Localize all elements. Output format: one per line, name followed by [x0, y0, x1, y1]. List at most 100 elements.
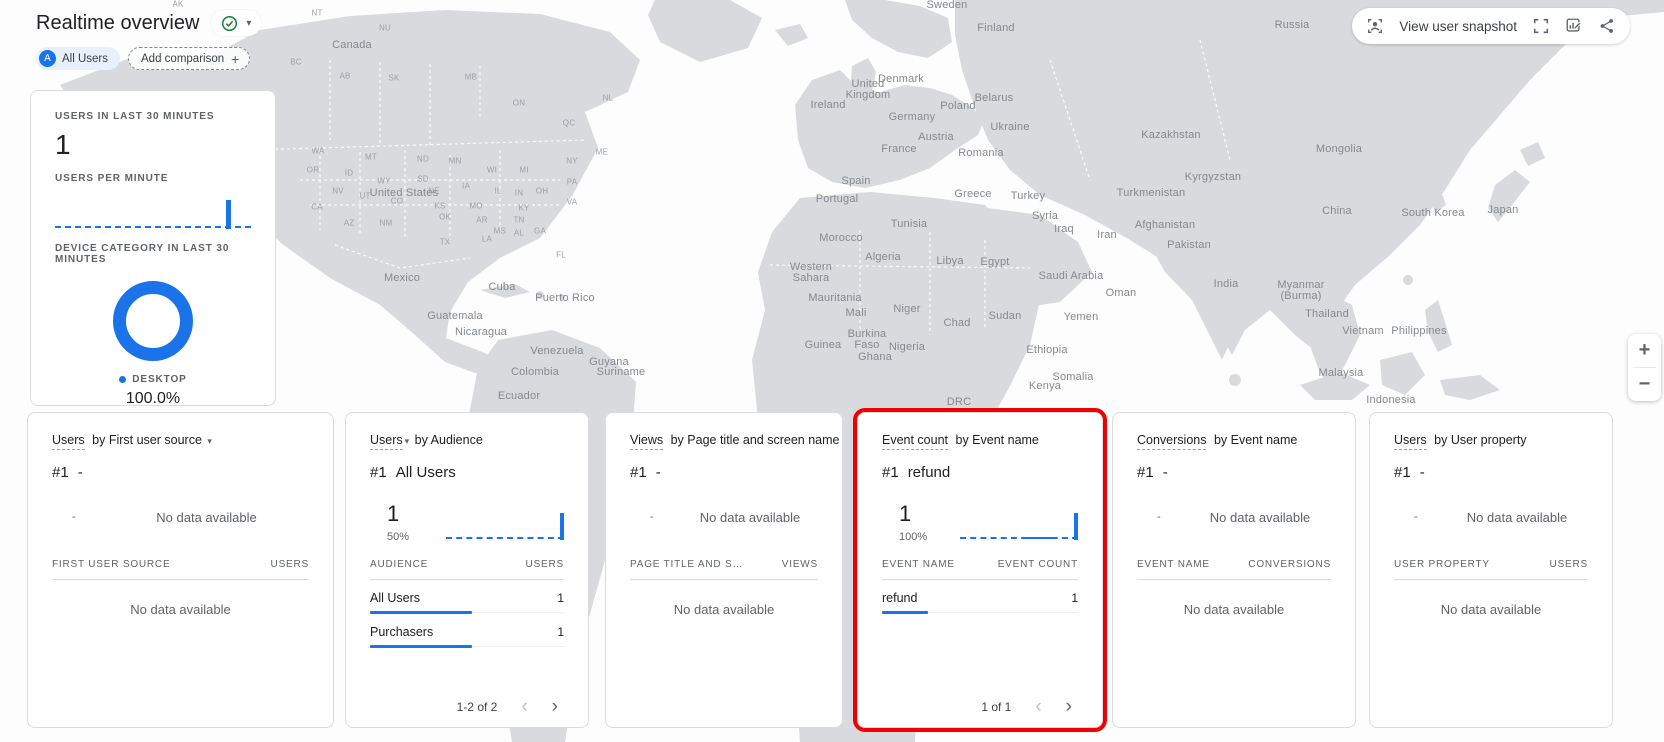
map-label: WY: [377, 176, 391, 186]
map-label: AL: [513, 228, 525, 238]
plus-icon: +: [231, 50, 240, 67]
metric-dropdown[interactable]: Users: [370, 433, 403, 450]
table-row: Purchasers 1: [370, 625, 564, 648]
map-zoom-out-button[interactable]: −: [1638, 373, 1651, 395]
rank-label: #1: [52, 464, 69, 481]
top-percent: 100%: [899, 531, 928, 543]
map-label: CA: [311, 202, 323, 212]
no-data-text: No data available: [1209, 509, 1311, 525]
table-no-data-text: No data available: [130, 602, 231, 617]
map-label: IL: [494, 186, 502, 196]
map-label: IA: [462, 181, 470, 191]
rank-label: #1: [630, 464, 647, 481]
column-metric: USERS: [1549, 559, 1588, 570]
map-label: SK: [388, 73, 400, 83]
device-donut-chart: [113, 281, 193, 361]
map-label: Saudi Arabia: [1038, 270, 1104, 282]
share-icon[interactable]: [1598, 17, 1616, 35]
card-title: Conversions by Event name: [1137, 433, 1331, 450]
map-label: KY: [518, 203, 530, 213]
value-column: 1 50%: [370, 501, 409, 543]
map-label: ON: [512, 98, 526, 108]
report-status-dropdown[interactable]: ▾: [211, 10, 262, 36]
map-label: Philippines: [1391, 325, 1447, 337]
prev-page-icon[interactable]: ‹: [521, 696, 528, 717]
metric-dropdown[interactable]: Views: [630, 433, 664, 450]
map-label: Algeria: [865, 251, 901, 263]
metric-dropdown[interactable]: Users: [1394, 433, 1427, 450]
view-user-snapshot-button[interactable]: View user snapshot: [1399, 18, 1517, 34]
rank-value: -: [77, 464, 83, 481]
map-label: Turkmenistan: [1116, 187, 1186, 199]
add-comparison-chip[interactable]: Add comparison +: [128, 47, 251, 70]
toolbar: View user snapshot: [1352, 8, 1630, 44]
map-label: MI: [519, 165, 529, 175]
top-value: 1: [387, 501, 400, 526]
chevron-down-icon[interactable]: ▾: [404, 436, 410, 446]
user-snapshot-icon[interactable]: [1366, 17, 1384, 35]
map-label: Iraq: [1054, 223, 1074, 235]
map-label: OR: [306, 165, 320, 175]
map-label: UT: [359, 191, 371, 201]
map-label: Denmark: [877, 73, 925, 85]
column-metric: CONVERSIONS: [1248, 559, 1331, 570]
fullscreen-icon[interactable]: [1532, 17, 1550, 35]
top-percent: 50%: [387, 531, 410, 543]
map-label: KS: [434, 201, 446, 211]
chevron-down-icon[interactable]: ▾: [207, 436, 212, 446]
map-label: VA: [566, 197, 578, 207]
map-label: Tunisia: [890, 218, 928, 230]
map-label: NT: [311, 8, 323, 18]
next-page-icon[interactable]: ›: [1065, 696, 1072, 717]
map-label: LA: [481, 234, 493, 244]
comparison-bar: A All Users Add comparison +: [36, 47, 251, 70]
row-bar: [882, 611, 928, 614]
row-bar: [370, 611, 472, 614]
map-label: Greece: [954, 188, 992, 200]
map-label: NV: [332, 186, 344, 196]
table-header: EVENT NAME EVENT COUNT: [882, 559, 1078, 580]
value-area: 1 100%: [882, 491, 1078, 543]
all-users-chip[interactable]: A All Users: [36, 47, 121, 70]
map-label: TX: [439, 237, 451, 247]
map-label: Egypt: [980, 256, 1010, 268]
value-placeholder: -: [72, 511, 76, 523]
map-label: ID: [344, 168, 354, 178]
value-column: 1 100%: [882, 501, 927, 543]
map-label: Kenya: [1028, 380, 1062, 392]
table-row: All Users 1: [370, 591, 564, 614]
all-users-chip-label: All Users: [62, 52, 109, 65]
map-label: Mexico: [383, 272, 421, 284]
next-page-icon[interactable]: ›: [551, 696, 558, 717]
sparkline-bar: [1074, 513, 1078, 540]
map-label: South Korea: [1401, 207, 1465, 219]
table-no-data-text: No data available: [673, 602, 775, 617]
map-label: TN: [513, 215, 525, 225]
customize-report-icon[interactable]: [1565, 17, 1583, 35]
rank-value: -: [1162, 464, 1168, 481]
row-value: 1: [557, 625, 564, 639]
metric-dropdown[interactable]: Event count: [882, 433, 949, 450]
map-label: IN: [514, 188, 524, 198]
prev-page-icon[interactable]: ‹: [1035, 696, 1042, 717]
map-zoom-control: + −: [1628, 334, 1661, 401]
metric-dropdown[interactable]: Users: [52, 433, 85, 450]
map-label: Belarus: [974, 92, 1014, 104]
map-label: Poland: [940, 100, 976, 112]
map-label: Ghana: [857, 351, 893, 363]
table-no-data-text: No data available: [1183, 602, 1285, 617]
metric-dropdown[interactable]: Conversions: [1137, 433, 1207, 450]
map-zoom-in-button[interactable]: +: [1638, 339, 1651, 361]
value-placeholder: -: [1414, 511, 1418, 523]
sparkline-bar: [560, 513, 564, 540]
column-metric: USERS: [270, 559, 309, 570]
row-track: [882, 612, 1078, 613]
map-label: Sahara: [792, 272, 830, 284]
map-label: Kingdom: [845, 89, 891, 101]
table-row: refund 1: [882, 591, 1078, 614]
map-label: Afghanistan: [1134, 219, 1196, 231]
map-label: Indonesia: [1366, 394, 1416, 406]
card-conversions-by-event-name: Conversions by Event name #1 - - No data…: [1112, 412, 1356, 728]
map-label: Morocco: [819, 232, 863, 244]
page-title: Realtime overview: [36, 11, 200, 34]
